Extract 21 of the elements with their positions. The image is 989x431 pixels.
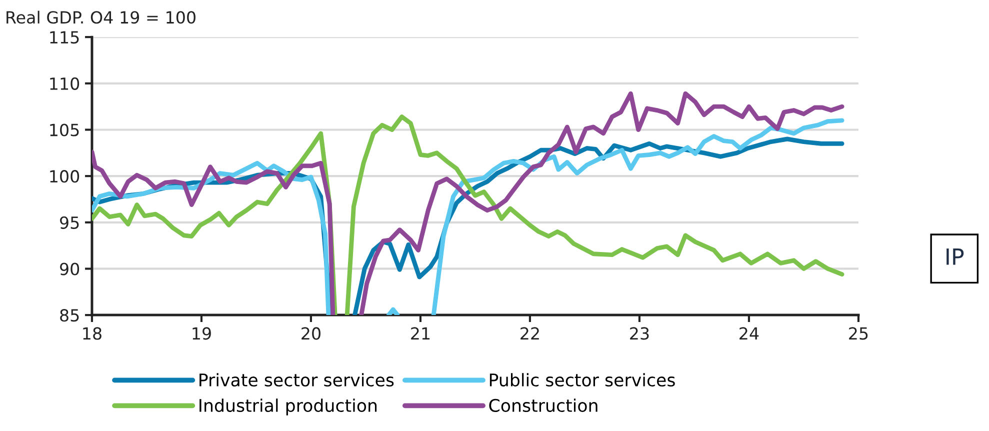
y-tick-label: 85: [60, 309, 79, 322]
y-tick-label: 110: [50, 77, 80, 90]
y-tick-label: 90: [60, 262, 80, 276]
x-tick-label: 25: [849, 327, 868, 340]
y-tick-label: 100: [50, 170, 80, 183]
legend-label: Private sector services: [200, 373, 394, 387]
x-tick-label: 19: [192, 327, 211, 340]
legend-label: Construction: [489, 398, 598, 412]
x-tick-label: 18: [83, 327, 102, 340]
text: IP: [946, 248, 964, 265]
y-tick-label: 105: [50, 124, 79, 136]
x-tick-label: 21: [411, 327, 430, 340]
legend-label: Public sector services: [490, 373, 675, 387]
x-tick-label: 20: [302, 327, 320, 340]
y-tick-label: 115: [50, 31, 79, 44]
y-tick-label: 95: [60, 216, 79, 229]
chart-title: Real GDP. O4 19 = 100: [6, 10, 196, 24]
x-tick-label: 24: [740, 327, 759, 340]
x-tick-label: 23: [630, 327, 649, 340]
legend-label: Industrial production: [200, 398, 377, 416]
x-tick-label: 22: [520, 327, 539, 340]
